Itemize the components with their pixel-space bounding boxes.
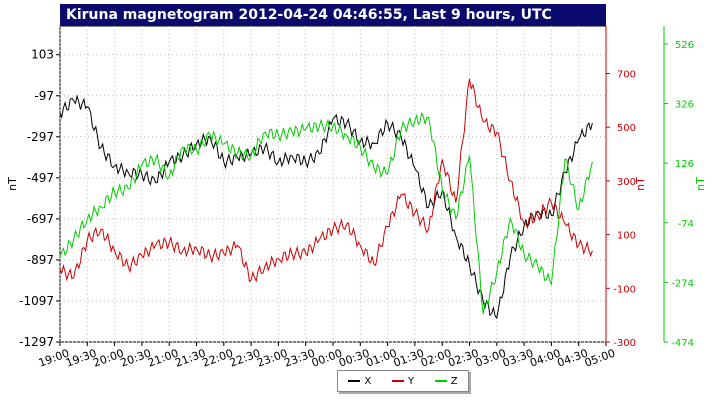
y-tick-label-left: -897 (27, 253, 54, 267)
y-tick-label-right1: 300 (617, 177, 636, 188)
legend-label-x: X (364, 375, 372, 387)
series-line-z (59, 111, 593, 315)
y-axis-right1-label: nT (634, 177, 647, 191)
y-axis-left-label: nT (6, 177, 19, 191)
x-tick-label: 05:00 (583, 347, 617, 370)
series-line-y (59, 78, 593, 283)
legend-swatch-x (348, 380, 361, 382)
y-tick-label-right1: 500 (617, 123, 636, 134)
series-line-x (59, 94, 593, 320)
legend-swatch-z (434, 380, 447, 382)
y-tick-label-right2: -474 (671, 338, 694, 349)
legend-swatch-y (391, 380, 404, 382)
y-tick-label-left: -1097 (19, 294, 54, 308)
legend-item-x: X (348, 376, 371, 387)
legend-label-y: Y (407, 375, 415, 387)
y-tick-label-right1: -100 (613, 284, 636, 295)
y-tick-label-right2: 326 (675, 100, 694, 111)
y-tick-label-left: -1297 (19, 335, 54, 349)
y-tick-label-right2: -274 (671, 278, 694, 289)
y-tick-label-right2: -74 (678, 219, 694, 230)
y-tick-label-left: -697 (27, 212, 54, 226)
chart-title: Kiruna magnetogram 2012-04-24 04:46:55, … (60, 4, 606, 26)
legend-label-z: Z (450, 375, 458, 387)
y-tick-label-right1: -300 (613, 338, 636, 349)
y-tick-label-left: -97 (34, 89, 54, 103)
y-tick-label-right2: 126 (675, 159, 694, 170)
legend-item-z: Z (434, 375, 458, 387)
y-tick-label-right2: 526 (675, 40, 694, 51)
y-tick-label-right1: 100 (617, 231, 636, 242)
y-axis-right2-label: nT (694, 177, 707, 191)
legend: X Y Z (337, 370, 469, 392)
y-tick-label-left: -297 (27, 130, 54, 144)
y-tick-label-left: -497 (27, 171, 54, 185)
legend-item-y: Y (391, 375, 415, 387)
y-tick-label-right1: 700 (617, 70, 636, 81)
y-tick-label-left: 103 (31, 48, 54, 62)
